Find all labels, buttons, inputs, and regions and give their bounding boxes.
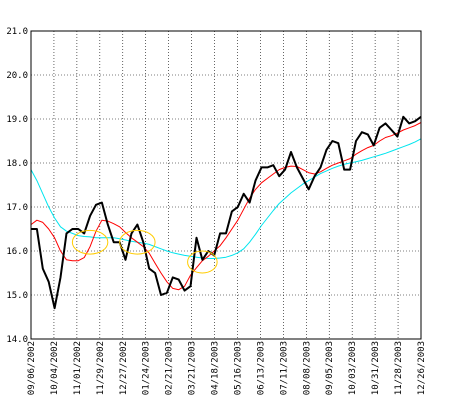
y-tick-label: 18.0 — [6, 159, 28, 169]
chart-grid — [31, 31, 421, 339]
y-tick-label: 19.0 — [6, 115, 28, 125]
x-tick-label: 01/24/2003 — [142, 341, 152, 395]
highlight-ellipse — [187, 250, 218, 274]
y-tick-label: 15.0 — [6, 291, 28, 301]
x-tick-label: 11/01/2002 — [73, 341, 83, 395]
plot-frame — [30, 30, 422, 340]
x-tick-label: 10/31/2003 — [371, 341, 381, 395]
x-axis-ticks: 09/06/2002 10/04/2002 11/01/2002 11/29/2002… — [27, 341, 427, 395]
y-tick-label: 21.0 — [6, 27, 28, 37]
highlight-ellipse — [119, 229, 156, 255]
x-tick-label: 08/08/2003 — [302, 341, 312, 395]
x-tick-label: 12/26/2003 — [417, 341, 427, 395]
x-tick-label: 05/16/2003 — [233, 341, 243, 395]
x-tick-label: 10/03/2003 — [348, 341, 358, 395]
y-tick-label: 16.0 — [6, 247, 28, 257]
highlight-ellipse — [71, 229, 109, 255]
x-tick-label: 11/28/2003 — [394, 341, 404, 395]
x-tick-label: 12/27/2002 — [119, 341, 129, 395]
x-tick-label: 11/29/2002 — [96, 341, 106, 395]
x-tick-label: 06/13/2003 — [256, 341, 266, 395]
x-tick-label: 04/18/2003 — [211, 341, 221, 395]
chart-series — [30, 115, 422, 310]
y-axis-ticks: 14.0 15.0 16.0 17.0 18.0 19.0 20.0 21.0 — [6, 27, 28, 345]
y-tick-label: 17.0 — [6, 203, 28, 213]
x-tick-label: 10/04/2002 — [50, 341, 60, 395]
x-tick-label: 03/21/2003 — [188, 341, 198, 395]
price-series-line — [31, 115, 422, 310]
y-tick-label: 20.0 — [6, 71, 28, 81]
y-tick-label: 14.0 — [6, 335, 28, 345]
x-tick-label: 09/05/2003 — [325, 341, 335, 395]
short-average-series-line — [30, 122, 422, 291]
chart-annotations — [71, 229, 218, 274]
x-tick-label: 02/21/2003 — [165, 341, 175, 395]
long-average-series-line — [30, 138, 422, 259]
x-tick-label: 07/11/2003 — [279, 341, 289, 395]
x-tick-label: 09/06/2002 — [27, 341, 37, 395]
